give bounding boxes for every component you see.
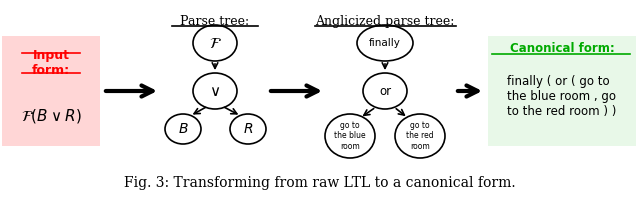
Text: or: or — [379, 84, 391, 97]
FancyBboxPatch shape — [488, 36, 636, 146]
Ellipse shape — [193, 73, 237, 109]
Text: Input
form:: Input form: — [32, 49, 70, 77]
Ellipse shape — [395, 114, 445, 158]
Text: $B$: $B$ — [178, 122, 188, 136]
FancyBboxPatch shape — [2, 36, 100, 146]
Text: Anglicized parse tree:: Anglicized parse tree: — [316, 15, 454, 27]
Ellipse shape — [193, 25, 237, 61]
Text: Fig. 3: Transforming from raw LTL to a canonical form.: Fig. 3: Transforming from raw LTL to a c… — [124, 176, 516, 190]
Text: $\vee$: $\vee$ — [209, 84, 221, 99]
Text: finally: finally — [369, 38, 401, 48]
Text: $R$: $R$ — [243, 122, 253, 136]
Ellipse shape — [230, 114, 266, 144]
Text: Canonical form:: Canonical form: — [509, 42, 614, 54]
Ellipse shape — [325, 114, 375, 158]
Text: Parse tree:: Parse tree: — [180, 15, 250, 27]
Text: $\mathcal{F}$: $\mathcal{F}$ — [209, 35, 221, 50]
Ellipse shape — [165, 114, 201, 144]
Ellipse shape — [357, 25, 413, 61]
Ellipse shape — [363, 73, 407, 109]
Text: go to
the blue
room: go to the blue room — [334, 121, 366, 151]
Text: go to
the red
room: go to the red room — [406, 121, 434, 151]
Text: $\mathcal{F}(B \vee R)$: $\mathcal{F}(B \vee R)$ — [20, 107, 81, 125]
Text: finally ( or ( go to
the blue room , go
to the red room ) ): finally ( or ( go to the blue room , go … — [508, 74, 617, 118]
